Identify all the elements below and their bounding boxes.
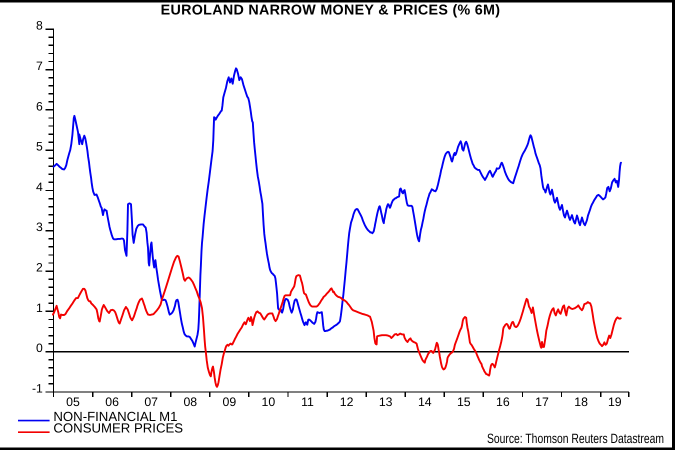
svg-text:8: 8 bbox=[36, 19, 43, 33]
svg-text:18: 18 bbox=[574, 395, 588, 409]
svg-text:07: 07 bbox=[144, 395, 158, 409]
svg-text:06: 06 bbox=[105, 395, 119, 409]
svg-text:17: 17 bbox=[535, 395, 549, 409]
svg-text:7: 7 bbox=[36, 59, 43, 73]
svg-text:0: 0 bbox=[36, 341, 43, 355]
svg-text:Source: Thomson Reuters Datast: Source: Thomson Reuters Datastream bbox=[487, 431, 664, 446]
svg-text:05: 05 bbox=[66, 395, 80, 409]
svg-text:5: 5 bbox=[36, 140, 43, 154]
svg-text:2: 2 bbox=[36, 261, 43, 275]
svg-text:-1: -1 bbox=[32, 381, 43, 395]
svg-text:14: 14 bbox=[418, 395, 432, 409]
svg-text:13: 13 bbox=[379, 395, 393, 409]
svg-text:NON-FINANCIAL M1: NON-FINANCIAL M1 bbox=[53, 409, 177, 424]
svg-text:11: 11 bbox=[301, 395, 314, 409]
svg-text:CONSUMER PRICES: CONSUMER PRICES bbox=[53, 421, 183, 436]
svg-text:EUROLAND NARROW MONEY & PRICES: EUROLAND NARROW MONEY & PRICES (% 6M) bbox=[161, 2, 501, 18]
svg-text:4: 4 bbox=[36, 180, 43, 194]
svg-text:08: 08 bbox=[183, 395, 197, 409]
svg-text:10: 10 bbox=[262, 395, 276, 409]
svg-text:19: 19 bbox=[608, 395, 622, 409]
svg-text:15: 15 bbox=[457, 395, 471, 409]
svg-text:09: 09 bbox=[223, 395, 237, 409]
svg-text:3: 3 bbox=[36, 220, 43, 234]
svg-text:1: 1 bbox=[36, 301, 43, 315]
svg-text:6: 6 bbox=[36, 99, 43, 113]
svg-text:16: 16 bbox=[496, 395, 510, 409]
svg-text:12: 12 bbox=[340, 395, 354, 409]
